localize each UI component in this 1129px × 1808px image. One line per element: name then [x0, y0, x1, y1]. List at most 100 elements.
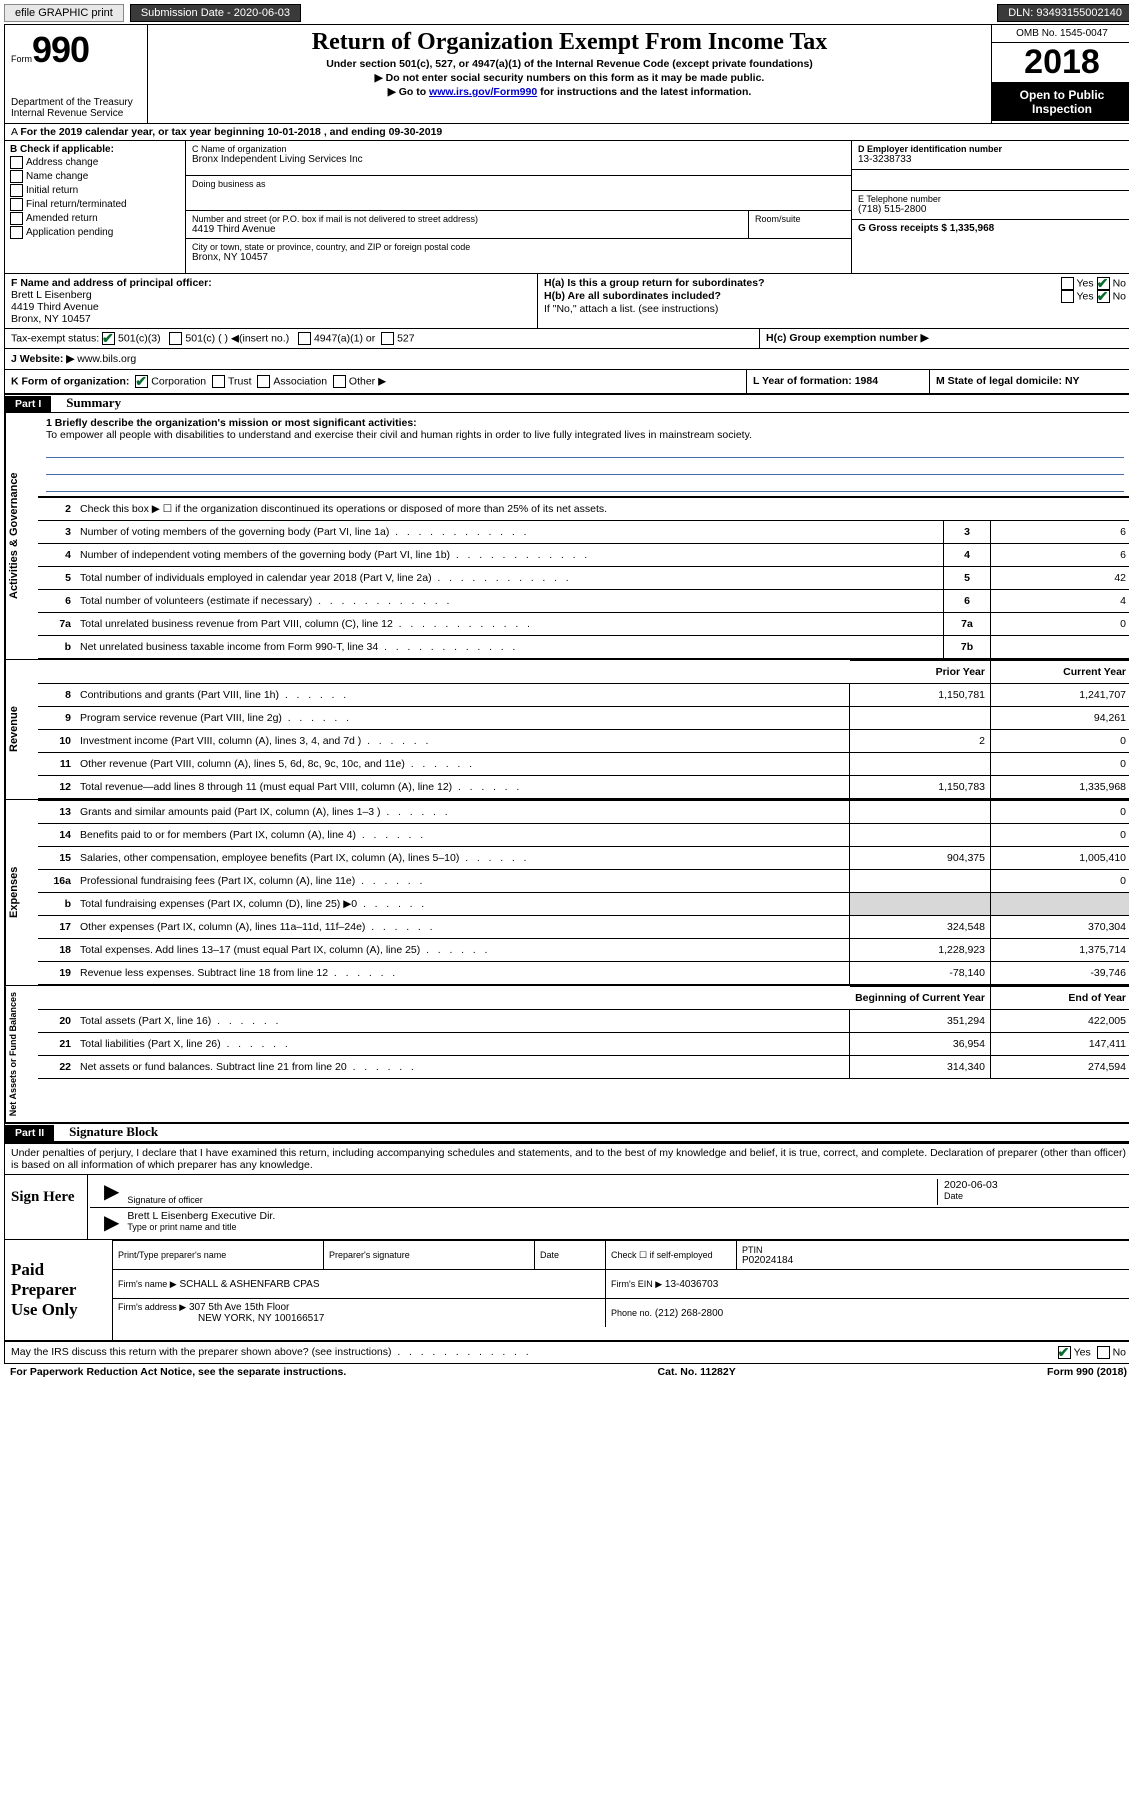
- open-public-badge: Open to Public Inspection: [992, 83, 1129, 121]
- cb-application-pending[interactable]: Application pending: [10, 226, 180, 239]
- table-row: bTotal fundraising expenses (Part IX, co…: [38, 893, 1129, 916]
- prior-year-header: Prior Year: [850, 661, 991, 684]
- firm-phone-label: Phone no.: [611, 1308, 652, 1318]
- revenue-table: Prior YearCurrent Year 8Contributions an…: [38, 660, 1129, 799]
- table-row: 12Total revenue—add lines 8 through 11 (…: [38, 776, 1129, 799]
- table-row: 11Other revenue (Part VIII, column (A), …: [38, 753, 1129, 776]
- year-formation: L Year of formation: 1984: [747, 370, 930, 393]
- form-subtitle-3: Go to www.irs.gov/Form990 for instructio…: [156, 86, 983, 98]
- form-990: Form990 Department of the Treasury Inter…: [4, 24, 1129, 1364]
- vtab-activities: Activities & Governance: [5, 413, 38, 659]
- cb-501c3[interactable]: [102, 332, 115, 345]
- vtab-revenue: Revenue: [5, 660, 38, 799]
- cb-501c[interactable]: [169, 332, 182, 345]
- sig-disclaimer: Under penalties of perjury, I declare th…: [5, 1144, 1129, 1175]
- form-number: 990: [32, 29, 89, 70]
- cb-corporation[interactable]: [135, 375, 148, 388]
- firm-ein-label: Firm's EIN ▶: [611, 1279, 662, 1289]
- paperwork-notice: For Paperwork Reduction Act Notice, see …: [10, 1366, 346, 1378]
- row-h: H(a) Is this a group return for subordin…: [538, 274, 1129, 328]
- cb-4947[interactable]: [298, 332, 311, 345]
- vtab-net-assets: Net Assets or Fund Balances: [5, 986, 38, 1122]
- addr-label: Number and street (or P.O. box if mail i…: [192, 214, 742, 224]
- part2-title: Signature Block: [57, 1124, 158, 1139]
- firm-ein: 13-4036703: [665, 1279, 718, 1290]
- ptin-value: P02024184: [742, 1255, 1127, 1266]
- part2-header-row: Part II Signature Block: [5, 1124, 1129, 1142]
- officer-city: Bronx, NY 10457: [11, 313, 531, 325]
- form-subtitle-1: Under section 501(c), 527, or 4947(a)(1)…: [156, 58, 983, 70]
- cb-association[interactable]: [257, 375, 270, 388]
- type-name-label: Type or print name and title: [127, 1222, 1124, 1232]
- mission-box: 1 Briefly describe the organization's mi…: [38, 413, 1129, 497]
- phone-label: E Telephone number: [858, 194, 1126, 204]
- form-footer: Form 990 (2018): [1047, 1366, 1127, 1378]
- table-row: 8Contributions and grants (Part VIII, li…: [38, 684, 1129, 707]
- table-row: 21Total liabilities (Part X, line 26)36,…: [38, 1033, 1129, 1056]
- governance-table: 2Check this box ▶ ☐ if the organization …: [38, 497, 1129, 659]
- table-row: 10Investment income (Part VIII, column (…: [38, 730, 1129, 753]
- prep-date-label: Date: [540, 1250, 600, 1260]
- sign-here-label: Sign Here: [5, 1175, 88, 1239]
- omb-number: OMB No. 1545-0047: [992, 25, 1129, 43]
- sig-date-label: Date: [944, 1191, 1124, 1201]
- table-row: 13Grants and similar amounts paid (Part …: [38, 801, 1129, 824]
- hb-note: If "No," attach a list. (see instruction…: [544, 303, 1126, 315]
- table-row: 3Number of voting members of the governi…: [38, 521, 1129, 544]
- dba-label: Doing business as: [192, 179, 845, 189]
- column-d-e: D Employer identification number 13-3238…: [852, 141, 1129, 273]
- column-c-org-info: C Name of organization Bronx Independent…: [186, 141, 852, 273]
- sig-date-value: 2020-06-03: [944, 1179, 1124, 1191]
- cb-final-return[interactable]: Final return/terminated: [10, 198, 180, 211]
- firm-name-label: Firm's name ▶: [118, 1279, 177, 1289]
- website-url: www.bils.org: [77, 353, 136, 365]
- table-row: 19Revenue less expenses. Subtract line 1…: [38, 962, 1129, 985]
- cb-discuss-no[interactable]: [1097, 1346, 1110, 1359]
- cb-name-change[interactable]: Name change: [10, 170, 180, 183]
- table-row: 15Salaries, other compensation, employee…: [38, 847, 1129, 870]
- cb-other[interactable]: [333, 375, 346, 388]
- firm-addr-label: Firm's address ▶: [118, 1302, 186, 1312]
- table-row: 16aProfessional fundraising fees (Part I…: [38, 870, 1129, 893]
- cb-trust[interactable]: [212, 375, 225, 388]
- table-row: 4Number of independent voting members of…: [38, 544, 1129, 567]
- sig-officer-label: Signature of officer: [127, 1195, 937, 1205]
- firm-addr2: NEW YORK, NY 100166517: [198, 1313, 324, 1324]
- irs-link[interactable]: www.irs.gov/Form990: [429, 86, 537, 98]
- net-assets-table: Beginning of Current YearEnd of Year 20T…: [38, 986, 1129, 1079]
- ha-label: H(a) Is this a group return for subordin…: [544, 277, 765, 290]
- cat-number: Cat. No. 11282Y: [658, 1366, 736, 1378]
- boy-header: Beginning of Current Year: [850, 987, 991, 1010]
- efile-button[interactable]: efile GRAPHIC print: [4, 4, 124, 22]
- vtab-expenses: Expenses: [5, 800, 38, 985]
- col-b-label: B Check if applicable:: [10, 144, 180, 155]
- cb-initial-return[interactable]: Initial return: [10, 184, 180, 197]
- row-a-tax-year: A For the 2019 calendar year, or tax yea…: [5, 124, 1129, 141]
- table-row: 7aTotal unrelated business revenue from …: [38, 613, 1129, 636]
- cb-address-change[interactable]: Address change: [10, 156, 180, 169]
- current-year-header: Current Year: [991, 661, 1129, 684]
- prep-name-label: Print/Type preparer's name: [118, 1250, 318, 1260]
- officer-name: Brett L Eisenberg: [11, 289, 531, 301]
- form-title: Return of Organization Exempt From Incom…: [156, 29, 983, 56]
- ein-value: 13-3238733: [858, 154, 1126, 165]
- dept-treasury: Department of the Treasury Internal Reve…: [11, 97, 141, 119]
- sig-arrow-icon-2: ▶: [96, 1210, 127, 1235]
- submission-date-button[interactable]: Submission Date - 2020-06-03: [130, 4, 301, 22]
- table-row: bNet unrelated business taxable income f…: [38, 636, 1129, 659]
- part1-header-row: Part I Summary: [5, 395, 1129, 413]
- row-f-officer: F Name and address of principal officer:…: [5, 274, 538, 328]
- firm-phone: (212) 268-2800: [655, 1308, 723, 1319]
- website-row: J Website: ▶ www.bils.org: [5, 349, 1129, 370]
- cb-527[interactable]: [381, 332, 394, 345]
- line2: Check this box ▶ ☐ if the organization d…: [75, 498, 1129, 521]
- state-domicile: M State of legal domicile: NY: [930, 370, 1129, 393]
- cb-discuss-yes[interactable]: [1058, 1346, 1071, 1359]
- org-name: Bronx Independent Living Services Inc: [192, 154, 845, 165]
- row-k: K Form of organization: Corporation Trus…: [5, 370, 747, 393]
- dln-button[interactable]: DLN: 93493155002140: [997, 4, 1129, 22]
- expenses-table: 13Grants and similar amounts paid (Part …: [38, 800, 1129, 985]
- gross-receipts: G Gross receipts $ 1,335,968: [852, 220, 1129, 248]
- cb-amended-return[interactable]: Amended return: [10, 212, 180, 225]
- table-row: 14Benefits paid to or for members (Part …: [38, 824, 1129, 847]
